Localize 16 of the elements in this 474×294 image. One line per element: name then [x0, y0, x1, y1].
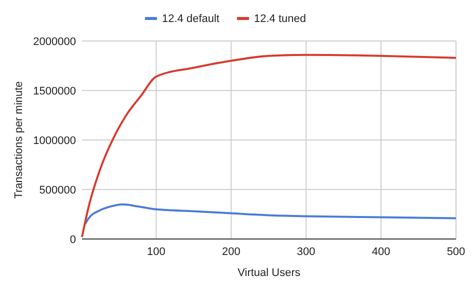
y-tick-label: 0 — [70, 234, 76, 246]
x-tick-label: 200 — [222, 246, 240, 258]
x-tick-label: 500 — [446, 246, 466, 258]
line-series — [81, 54, 457, 238]
x-axis-title: Virtual Users — [238, 267, 301, 279]
y-tick-label: 1000000 — [33, 134, 76, 147]
y-tick-label: 1500000 — [33, 85, 76, 98]
x-tick-label: 400 — [372, 246, 390, 258]
legend-label: 12.4 tuned — [254, 13, 306, 25]
y-tick-label: 2000000 — [33, 36, 76, 48]
y-tick-label: 500000 — [39, 184, 76, 196]
line-series — [84, 203, 457, 226]
legend-label: 12.4 default — [162, 13, 220, 25]
x-tick-label: 100 — [147, 246, 166, 258]
y-axis-title: Transactions per minute — [13, 81, 25, 199]
x-tick-label: 300 — [296, 246, 316, 258]
